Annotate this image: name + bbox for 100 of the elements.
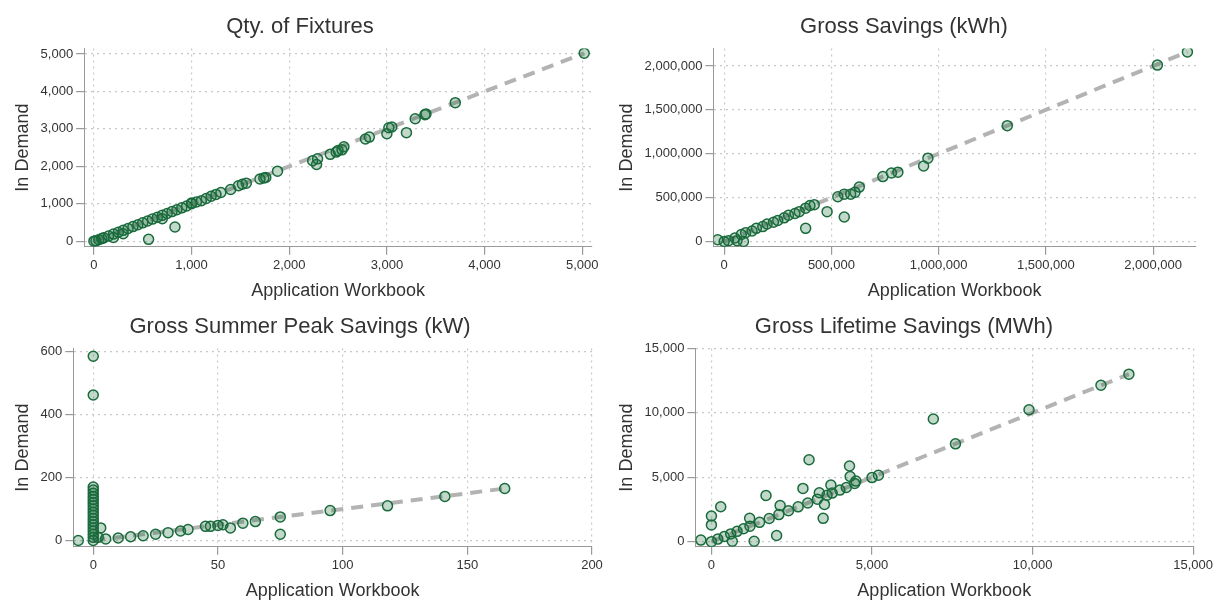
- y-axis-title: In Demand: [615, 103, 636, 192]
- point: [744, 520, 756, 532]
- point: [802, 497, 814, 509]
- chart-title: Gross Savings (kWh): [800, 13, 1008, 39]
- chart-title: Gross Summer Peak Savings (kW): [129, 313, 471, 339]
- point: [1001, 119, 1014, 132]
- x-tick-label: 10,000: [1012, 557, 1053, 573]
- point: [274, 528, 287, 540]
- x-tick-label: 5,000: [855, 557, 889, 573]
- point: [843, 460, 856, 472]
- y-tick-label: 200: [40, 469, 63, 485]
- y-axis-title: In Demand: [11, 403, 32, 492]
- point: [1151, 59, 1164, 71]
- y-tick-label: 10,000: [644, 404, 685, 420]
- y-tick-label: 3,000: [40, 120, 74, 136]
- point: [1095, 379, 1107, 391]
- point: [877, 170, 889, 183]
- y-tick-label: 4,000: [40, 83, 74, 99]
- x-axis-title: Application Workbook: [857, 580, 1033, 601]
- point: [872, 469, 885, 482]
- y-tick-label: 600: [40, 343, 63, 359]
- x-axis-title: Application Workbook: [245, 580, 421, 601]
- y-tick-label: 400: [40, 406, 63, 422]
- point: [1023, 403, 1035, 416]
- point: [137, 530, 149, 542]
- point: [748, 535, 760, 547]
- y-tick-label: 15,000: [644, 339, 685, 355]
- x-axis-title: Application Workbook: [251, 280, 426, 301]
- point: [799, 222, 812, 235]
- x-tick-label: 50: [210, 557, 226, 573]
- x-tick-label: 15,000: [1173, 557, 1213, 573]
- x-tick-label: 3,000: [370, 257, 404, 273]
- point: [770, 529, 783, 542]
- point: [237, 517, 249, 529]
- y-tick-label: 0: [695, 233, 703, 249]
- point: [922, 152, 934, 164]
- point: [853, 181, 866, 193]
- point: [381, 500, 394, 512]
- point: [124, 530, 137, 543]
- point: [1123, 368, 1135, 380]
- point: [324, 504, 336, 517]
- x-tick-label: 150: [456, 557, 479, 573]
- point: [112, 532, 124, 544]
- point: [840, 481, 853, 494]
- point: [705, 519, 718, 531]
- x-tick-label: 200: [581, 557, 603, 573]
- y-tick-label: 0: [55, 532, 63, 548]
- point: [87, 389, 99, 401]
- point: [821, 489, 833, 502]
- point: [94, 522, 107, 534]
- x-tick-label: 2,000,000: [1124, 257, 1183, 273]
- x-tick-label: 5,000: [565, 257, 599, 273]
- point: [803, 453, 815, 466]
- point: [182, 523, 194, 536]
- point: [927, 413, 940, 425]
- x-tick-label: 4,000: [468, 257, 501, 273]
- x-axis-title: Application Workbook: [867, 280, 1043, 301]
- y-tick-label: 2,000: [40, 157, 74, 173]
- y-axis-title: In Demand: [11, 103, 32, 192]
- point: [797, 482, 809, 495]
- point: [695, 534, 707, 546]
- point: [1181, 48, 1194, 58]
- x-tick-label: 1,000: [175, 257, 208, 273]
- point: [224, 522, 237, 534]
- point: [949, 438, 962, 450]
- point: [817, 512, 829, 525]
- chart-title: Qty. of Fixtures: [226, 13, 374, 39]
- point: [792, 501, 804, 513]
- x-tick-label: 0: [89, 557, 97, 573]
- y-tick-label: 5,000: [651, 468, 685, 484]
- point: [753, 516, 766, 529]
- x-tick-label: 0: [720, 257, 728, 273]
- point: [773, 508, 785, 521]
- point: [714, 500, 727, 513]
- y-tick-label: 1,500,000: [644, 101, 703, 117]
- point: [811, 493, 824, 505]
- point: [274, 511, 287, 523]
- point: [760, 489, 772, 502]
- point: [892, 166, 904, 178]
- point: [99, 533, 112, 545]
- x-tick-label: 500,000: [807, 257, 855, 273]
- y-tick-label: 0: [65, 232, 74, 248]
- y-axis-title: In Demand: [615, 403, 636, 492]
- point: [763, 512, 775, 525]
- y-tick-label: 2,000,000: [644, 57, 703, 73]
- point: [87, 350, 99, 363]
- point: [73, 534, 85, 547]
- y-tick-label: 5,000: [40, 45, 74, 61]
- y-tick-label: 1,000,000: [644, 145, 703, 161]
- x-tick-label: 0: [90, 257, 98, 273]
- y-tick-label: 500,000: [655, 189, 703, 205]
- point: [439, 490, 451, 503]
- point: [162, 526, 174, 539]
- x-tick-label: 0: [707, 557, 716, 573]
- x-tick-label: 2,000: [272, 257, 306, 273]
- x-tick-label: 100: [331, 557, 354, 573]
- point: [149, 528, 162, 540]
- point: [821, 205, 833, 218]
- point: [498, 482, 511, 495]
- point: [249, 515, 262, 528]
